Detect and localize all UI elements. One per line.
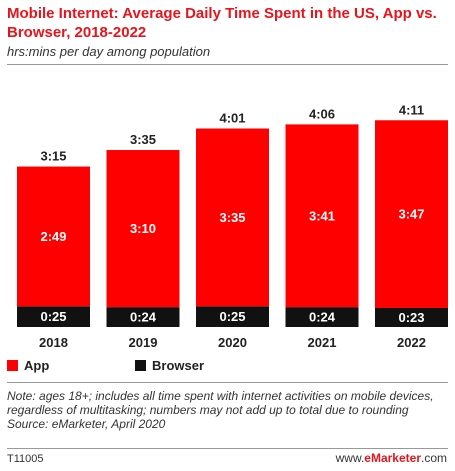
bar-app-2022 — [375, 120, 448, 308]
label-browser-2020: 0:25 — [219, 309, 245, 324]
label-browser-2018: 0:25 — [40, 309, 66, 324]
label-total-2021: 4:06 — [309, 106, 335, 121]
stacked-bar-chart: 0:25 2:49 3:15 2018 0:24 3:10 3:35 2019 0:25 3:35… — [17, 102, 448, 350]
bar-browser-2019 — [106, 307, 180, 327]
bar-browser-2022 — [375, 307, 448, 327]
x-tick-2022: 2022 — [397, 335, 426, 350]
label-app-2019: 3:10 — [130, 221, 156, 236]
legend-label-browser: Browser — [152, 358, 205, 373]
bar-browser-2020 — [196, 306, 269, 327]
legend-swatch-browser — [135, 360, 146, 371]
brand-prefix: www. — [335, 451, 365, 465]
label-browser-2022: 0:23 — [398, 310, 424, 325]
bar-app-2018 — [17, 166, 90, 307]
label-app-2020: 3:35 — [219, 210, 245, 225]
bar-app-2019 — [106, 150, 180, 308]
bar-browser-2018 — [17, 306, 90, 327]
label-app-2018: 2:49 — [40, 229, 66, 244]
legend-swatch-app — [7, 360, 18, 371]
label-app-2022: 3:47 — [398, 207, 424, 222]
legend-item-browser: Browser — [135, 358, 204, 373]
bar-app-2020 — [196, 128, 269, 307]
label-app-2021: 3:41 — [309, 208, 335, 223]
chart-subtitle: hrs:mins per day among population — [7, 44, 211, 59]
label-browser-2021: 0:24 — [309, 310, 336, 325]
x-tick-2018: 2018 — [39, 335, 68, 350]
footer-divider — [7, 448, 448, 449]
label-total-2018: 3:15 — [40, 149, 66, 164]
x-tick-2020: 2020 — [218, 335, 247, 350]
brand-logo: www.eMarketer.com — [336, 451, 447, 465]
bar-browser-2021 — [285, 307, 359, 327]
legend-divider — [7, 382, 448, 383]
brand-suffix: .com — [420, 451, 447, 465]
label-total-2020: 4:01 — [219, 111, 245, 126]
header-divider — [7, 64, 448, 65]
legend-label-app: App — [24, 358, 50, 373]
note-text: Note: ages 18+; includes all time spent … — [7, 389, 434, 417]
x-tick-2021: 2021 — [308, 335, 337, 350]
brand-name: eMarketer — [364, 451, 421, 465]
label-browser-2019: 0:24 — [130, 310, 157, 325]
source-text: Source: eMarketer, April 2020 — [7, 417, 166, 431]
label-total-2022: 4:11 — [399, 102, 424, 117]
chart-id: T11005 — [7, 453, 44, 465]
legend-item-app: App — [7, 358, 49, 373]
bar-app-2021 — [285, 124, 359, 308]
chart-title: Mobile Internet: Average Daily Time Spen… — [7, 5, 437, 41]
x-tick-2019: 2019 — [129, 335, 158, 350]
footnote: Note: ages 18+; includes all time spent … — [7, 389, 447, 431]
label-total-2019: 3:35 — [130, 132, 156, 147]
